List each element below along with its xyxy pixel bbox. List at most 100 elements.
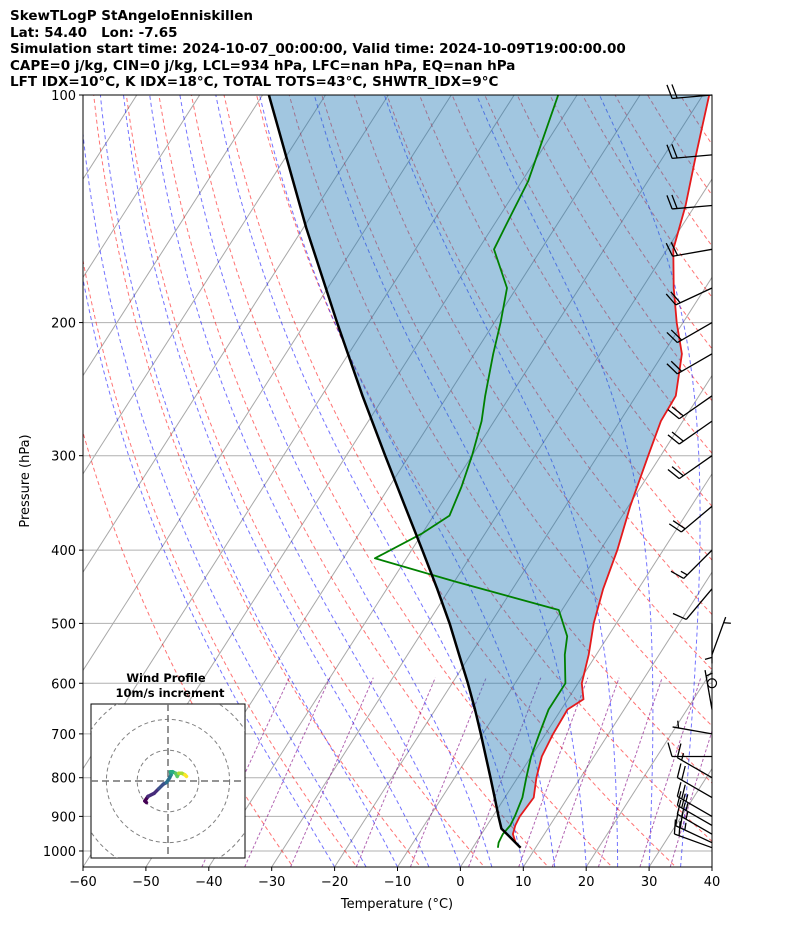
y-tick-label: 1000	[43, 845, 76, 860]
y-tick-label: 100	[51, 89, 76, 104]
barb-flag	[667, 409, 680, 420]
dry-adiabat	[83, 257, 358, 867]
isotherm--140	[0, 60, 96, 882]
dry-adiabat	[679, 95, 712, 146]
wind-barb	[666, 84, 713, 100]
dry-adiabat	[158, 95, 549, 867]
wind-barb	[676, 782, 713, 817]
mixing-ratio-line	[597, 677, 663, 867]
isotherm--10	[396, 374, 712, 867]
temperature-line	[512, 95, 711, 849]
hodograph-ring	[136, 749, 200, 813]
isotherm--100	[83, 95, 327, 475]
barb-flag	[666, 331, 678, 344]
wind-barb	[667, 455, 713, 480]
isotherm-40	[711, 866, 712, 867]
barb-staff	[672, 204, 713, 210]
y-tick-label: 200	[51, 317, 76, 332]
barb-flag	[672, 612, 687, 621]
barb-flag	[671, 406, 684, 417]
y-tick-label: 500	[51, 617, 76, 632]
y-tick-label: 800	[51, 772, 76, 787]
dry-adiabat	[223, 95, 677, 867]
wind-barb	[670, 549, 713, 579]
simulation-time-line: Simulation start time: 2024-10-07_00:00:…	[10, 41, 626, 57]
barb-flag	[671, 144, 678, 159]
barb-staff	[678, 455, 713, 480]
hodograph-title: Wind Profile	[126, 671, 206, 685]
wind-barb	[676, 743, 713, 779]
hodograph-segment	[183, 773, 189, 779]
barb-staff	[685, 588, 713, 620]
moist-adiabat	[215, 95, 524, 867]
mixing-ratio-line	[355, 677, 436, 867]
barb-staff	[680, 505, 713, 533]
isotherm-20	[585, 669, 712, 867]
barb-flag	[681, 784, 686, 800]
chart-header: SkewTLogP StAngeloEnniskillen Lat: 54.40 …	[10, 8, 626, 91]
isotherm--80	[83, 95, 452, 672]
barb-staff	[683, 549, 713, 579]
indices-line: LFT IDX=10°C, K IDX=18°C, TOTAL TOTS=43°…	[10, 74, 499, 90]
moist-adiabat	[123, 95, 430, 867]
barb-half-flag	[685, 794, 689, 802]
x-tick-label: 30	[641, 875, 658, 890]
x-tick-label: −30	[258, 875, 285, 890]
moist-adiabat	[599, 95, 701, 867]
barb-half-flag	[677, 720, 680, 729]
barb-flag	[671, 84, 678, 99]
barb-flag	[667, 742, 673, 757]
moist-adiabat	[99, 95, 398, 867]
barb-staff	[677, 353, 713, 375]
dry-adiabat	[256, 95, 712, 843]
dry-adiabat	[83, 430, 294, 867]
mixing-ratio-line	[669, 729, 712, 867]
isotherm--110	[83, 95, 264, 377]
dry-adiabat	[353, 95, 712, 671]
cape-fill-layer	[268, 95, 710, 848]
barb-staff	[677, 804, 713, 826]
barb-staff	[672, 248, 713, 257]
wind-barb	[666, 353, 713, 375]
barb-staff	[674, 833, 713, 849]
wind-barb	[666, 144, 713, 159]
barb-staff	[677, 795, 713, 817]
barb-half-flag	[684, 822, 687, 831]
isotherm-10	[522, 571, 712, 867]
barb-flag	[681, 765, 686, 781]
barb-flag	[666, 363, 678, 375]
isotherm--20	[334, 276, 712, 867]
wind-barb	[665, 287, 713, 306]
barb-staff	[677, 757, 713, 779]
moist-adiabat	[259, 95, 556, 867]
cin-shading	[268, 95, 710, 848]
barb-staff	[677, 777, 713, 799]
moist-adiabat	[179, 95, 493, 867]
barb-flag	[665, 293, 677, 306]
barb-half-flag	[680, 570, 688, 576]
x-tick-label: −10	[384, 875, 411, 890]
dry-adiabat	[125, 95, 486, 867]
lat-lon-line: Lat: 54.40 Lon: -7.65	[10, 24, 178, 41]
isotherm--40	[208, 95, 704, 867]
wind-barb	[672, 720, 713, 735]
barb-flag	[668, 523, 682, 533]
x-tick-label: 40	[704, 875, 721, 890]
dry-adiabat	[321, 95, 712, 727]
wind-barb	[704, 670, 713, 710]
mixing-ratio-line	[518, 677, 589, 867]
moist-adiabat	[149, 95, 461, 867]
barb-half-flag	[685, 803, 689, 811]
barb-flag	[671, 466, 684, 477]
x-tick-label: 0	[456, 875, 464, 890]
moist-adiabat	[383, 95, 619, 867]
barb-flag	[676, 791, 682, 806]
x-axis-label: Temperature (°C)	[340, 897, 453, 912]
barb-flag	[676, 743, 682, 758]
barb-half-flag	[685, 811, 689, 820]
dry-adiabat	[713, 95, 794, 870]
barb-staff	[672, 94, 713, 100]
calm-circle	[706, 678, 718, 689]
x-tick-label: −40	[195, 875, 222, 890]
moist-adiabat	[83, 276, 336, 867]
